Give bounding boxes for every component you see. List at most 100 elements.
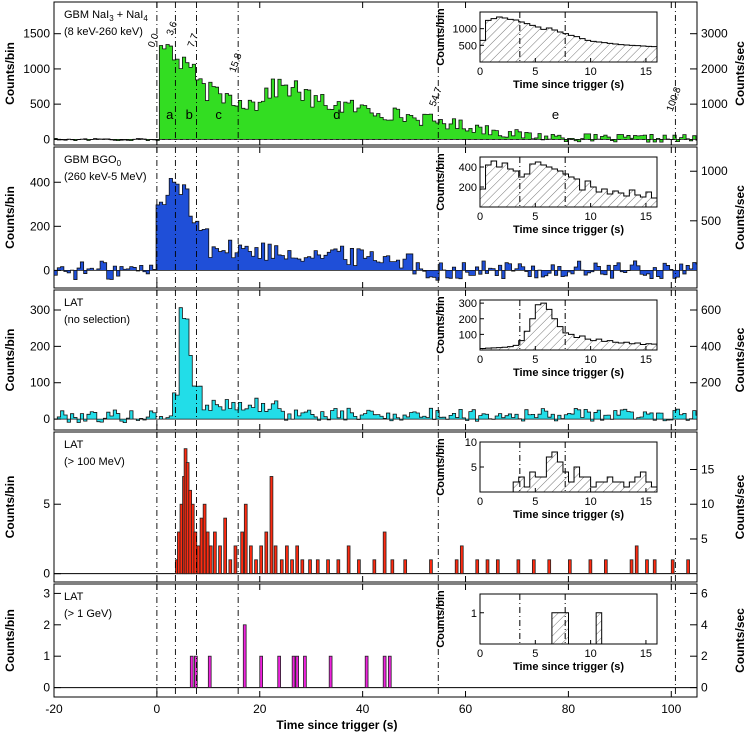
time-marker-label: 0.0 (146, 32, 161, 49)
y-axis-title: Counts/bin (3, 476, 17, 539)
y-tick-label: 0 (43, 263, 50, 277)
event-bar (485, 559, 490, 575)
event-bar (300, 559, 305, 575)
event-bar (346, 545, 351, 575)
inset-histogram (479, 302, 658, 351)
x-tick-label: -20 (45, 702, 63, 716)
panel-frame (53, 583, 698, 698)
inset-x-tick-label: 10 (585, 66, 597, 78)
event-bar (194, 655, 198, 688)
event-bar (269, 476, 274, 575)
y-axis-title: Counts/bin (3, 609, 17, 672)
inset-y-tick-label: 1 (471, 608, 477, 620)
inset-x-tick-label: 15 (640, 354, 652, 366)
y-axis-title-right: Counts/sec (733, 608, 747, 673)
event-bar (475, 559, 480, 575)
event-bar (259, 655, 263, 688)
inset-y-tick-label: 200 (459, 182, 477, 194)
event-bar (295, 545, 299, 575)
event-bar (568, 559, 572, 575)
interval-label-c: c (215, 107, 222, 122)
event-bar (205, 531, 210, 575)
y-right-tick-label: 2000 (701, 62, 728, 76)
event-bar (279, 559, 284, 575)
y-right-tick-label: 2 (701, 649, 708, 663)
inset-x-tick-label: 15 (640, 66, 652, 78)
event-bar (686, 559, 690, 575)
event-bar (240, 531, 244, 575)
inset-x-tick-label: 5 (532, 211, 538, 223)
event-bar (273, 545, 278, 575)
y-tick-label: 500 (30, 97, 50, 111)
y-tick-label: 200 (30, 339, 50, 353)
interval-label-d: d (333, 107, 340, 122)
interval-label-b: b (186, 107, 193, 122)
y-axis-title-right: Counts/sec (733, 474, 747, 539)
histogram (53, 177, 698, 281)
inset-x-tick-label: 5 (532, 496, 538, 508)
time-marker-label: 54.7 (428, 86, 445, 108)
inset-x-tick-label: 10 (585, 354, 597, 366)
inset-x-tick-label: 0 (477, 496, 483, 508)
event-bar (202, 503, 207, 575)
y-right-tick-label: 3000 (701, 27, 728, 41)
event-bar (328, 655, 333, 688)
inset-y-title: Counts/bin (435, 153, 447, 211)
histogram-bars (53, 177, 698, 281)
inset-y-tick-label: 10 (465, 437, 477, 449)
event-bar (652, 559, 657, 575)
inset-plot: 100 200 300 0 5 10 15 Time since trigger (s) Cou… (435, 296, 658, 379)
event-bar (291, 655, 296, 688)
time-marker-label: 100.8 (665, 85, 684, 113)
panel-title: LAT (64, 591, 84, 603)
time-marker-label: 7.7 (186, 32, 201, 49)
inset-x-title: Time since trigger (s) (513, 367, 624, 379)
inset-plot: 500 1000 0 5 10 15 Time since trigger (s) Count… (435, 8, 658, 91)
event-bar (218, 545, 222, 575)
event-bar (634, 545, 639, 575)
event-bar (196, 545, 201, 575)
event-bar (531, 559, 536, 575)
event-bar (495, 559, 500, 575)
inset-x-tick-label: 5 (532, 648, 538, 660)
y-right-tick-label: 1000 (701, 97, 728, 111)
event-bar (233, 545, 238, 575)
event-bar (403, 559, 408, 575)
inset-plot: 5 10 0 5 10 15 Time since trigger (s) Counts/bi… (435, 437, 658, 521)
x-tick-label: 20 (253, 702, 267, 716)
panel-subtitle: (8 keV-260 keV) (64, 26, 143, 38)
y-axis-title-right: Counts/sec (733, 327, 747, 392)
event-bar (243, 503, 248, 575)
event-bar (382, 531, 387, 575)
panel-frame (53, 1, 698, 146)
y-right-tick-label: 500 (701, 214, 721, 228)
y-tick-label: 100 (30, 376, 50, 390)
inset-y-tick-label: 200 (459, 314, 477, 326)
y-tick-label: 200 (30, 219, 50, 233)
panel-subtitle: (no selection) (64, 314, 130, 326)
event-bar (629, 559, 634, 575)
y-tick-label: 2 (43, 618, 50, 632)
inset-x-tick-label: 5 (532, 354, 538, 366)
event-bar (387, 655, 392, 688)
event-bar (516, 559, 521, 575)
y-axis-title-right: Counts/sec (733, 41, 747, 106)
inset-y-tick-label: 1000 (453, 24, 477, 36)
y-axis-title: Counts/bin (3, 42, 17, 105)
event-bar (315, 559, 320, 575)
y-axis-title: Counts/bin (3, 186, 17, 249)
x-tick-label: 60 (459, 702, 473, 716)
inset-x-tick-label: 15 (640, 496, 652, 508)
event-bar (249, 545, 253, 575)
inset-histogram (479, 160, 658, 208)
x-tick-label: 100 (661, 702, 681, 716)
event-bar (357, 559, 361, 575)
event-bar (277, 655, 281, 688)
panel-title: GBM BGO0 (64, 154, 122, 168)
x-tick-label: 40 (356, 702, 370, 716)
inset-histogram (480, 612, 657, 645)
inset-y-tick-label: 100 (459, 329, 477, 341)
y-right-tick-label: 0 (701, 681, 708, 695)
event-bar (547, 559, 552, 575)
